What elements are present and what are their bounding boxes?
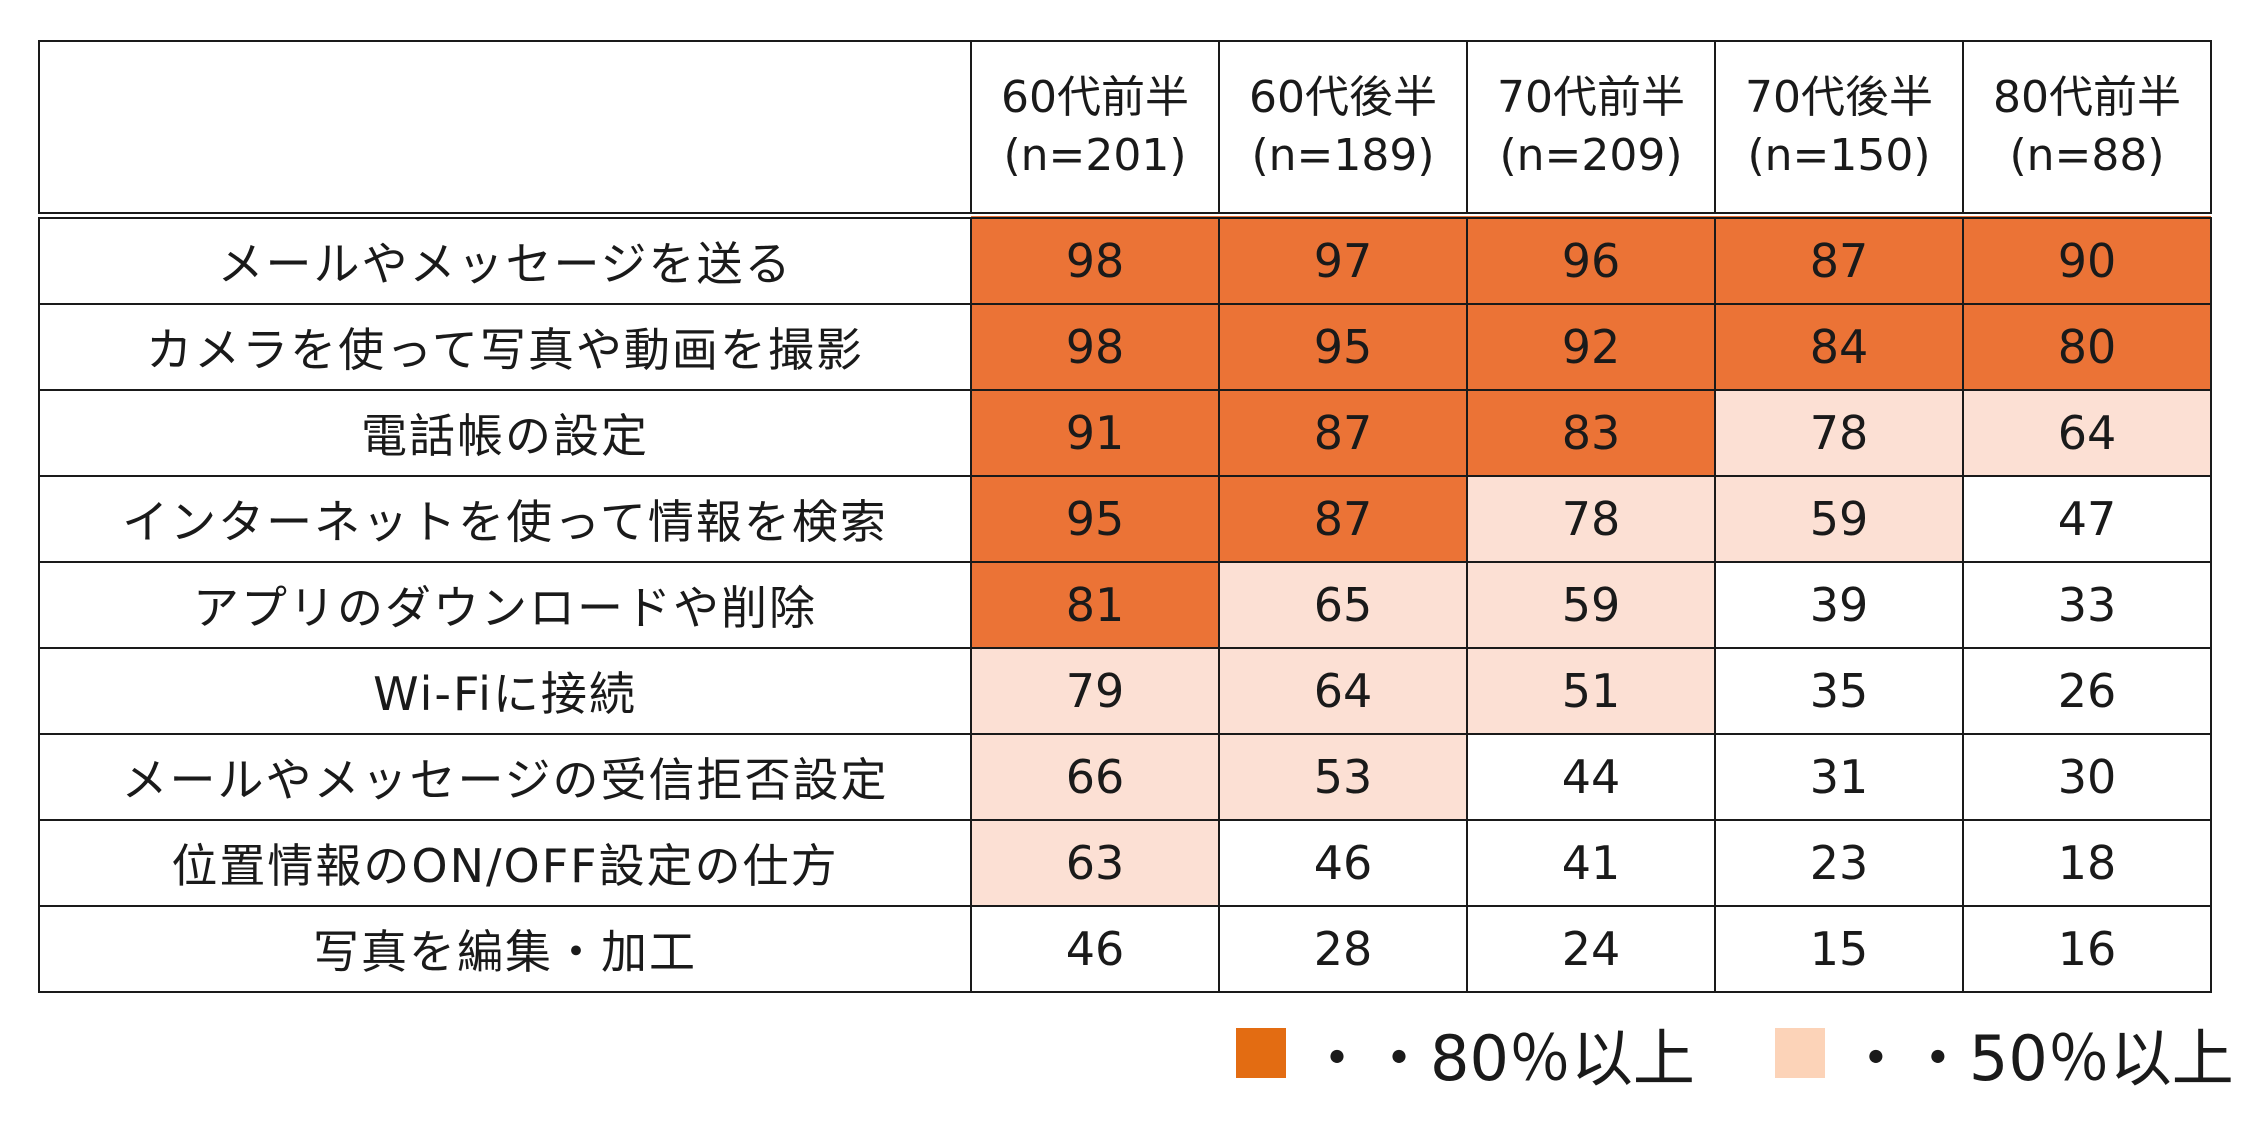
value-cell: 87 (1218, 389, 1468, 477)
value-cell: 80 (1962, 303, 2212, 391)
legend-label-high: ・・80％以上 (1306, 1022, 1695, 1095)
value-cell: 33 (1962, 561, 2212, 649)
table-row: 電話帳の設定 91 87 83 78 64 (38, 389, 2212, 477)
table-row: 位置情報のON/OFF設定の仕方 63 46 41 23 18 (38, 819, 2212, 907)
value-cell: 59 (1466, 561, 1716, 649)
table-row: メールやメッセージの受信拒否設定 66 53 44 31 30 (38, 733, 2212, 821)
heatmap-table: 60代前半 (n=201) 60代後半 (n=189) 70代前半 (n=209… (38, 40, 2212, 993)
value-cell: 87 (1218, 475, 1468, 563)
row-label: 電話帳の設定 (38, 389, 972, 477)
row-label: メールやメッセージの受信拒否設定 (38, 733, 972, 821)
legend: ・・80％以上 ・・50％以上 (1236, 1008, 2234, 1098)
column-header-4: 80代前半 (n=88) (1962, 40, 2212, 219)
legend-item-mid: ・・50％以上 (1774, 1008, 2234, 1098)
heatmap-table-container: 60代前半 (n=201) 60代後半 (n=189) 70代前半 (n=209… (38, 40, 2212, 993)
column-header-3: 70代後半 (n=150) (1714, 40, 1964, 219)
table-row: Wi-Fiに接続 79 64 51 35 26 (38, 647, 2212, 735)
value-cell: 95 (970, 475, 1220, 563)
value-cell: 44 (1466, 733, 1716, 821)
row-label: 写真を編集・加工 (38, 905, 972, 993)
legend-swatch-high (1236, 1028, 1286, 1078)
column-header-n: (n=209) (1499, 130, 1683, 181)
value-cell: 92 (1466, 303, 1716, 391)
table-row: メールやメッセージを送る 98 97 96 87 90 (38, 214, 2212, 305)
value-cell: 39 (1714, 561, 1964, 649)
column-header-1: 60代後半 (n=189) (1218, 40, 1468, 219)
value-cell: 24 (1466, 905, 1716, 993)
value-cell: 31 (1714, 733, 1964, 821)
value-cell: 91 (970, 389, 1220, 477)
column-header-label: 70代後半 (1745, 72, 1933, 123)
value-cell: 65 (1218, 561, 1468, 649)
value-cell: 84 (1714, 303, 1964, 391)
column-header-n: (n=150) (1747, 130, 1931, 181)
value-cell: 90 (1962, 214, 2212, 305)
column-header-2: 70代前半 (n=209) (1466, 40, 1716, 219)
legend-swatch-mid (1774, 1028, 1825, 1078)
value-cell: 18 (1962, 819, 2212, 907)
column-header-label: 60代前半 (1001, 72, 1189, 123)
table-row: アプリのダウンロードや削除 81 65 59 39 33 (38, 561, 2212, 649)
table-row: インターネットを使って情報を検索 95 87 78 59 47 (38, 475, 2212, 563)
value-cell: 41 (1466, 819, 1716, 907)
value-cell: 87 (1714, 214, 1964, 305)
value-cell: 79 (970, 647, 1220, 735)
value-cell: 64 (1962, 389, 2212, 477)
value-cell: 35 (1714, 647, 1964, 735)
row-label: インターネットを使って情報を検索 (38, 475, 972, 563)
value-cell: 83 (1466, 389, 1716, 477)
value-cell: 78 (1466, 475, 1716, 563)
value-cell: 81 (970, 561, 1220, 649)
value-cell: 98 (970, 214, 1220, 305)
column-header-n: (n=189) (1251, 130, 1435, 181)
table-row: 写真を編集・加工 46 28 24 15 16 (38, 905, 2212, 993)
legend-item-high: ・・80％以上 (1236, 1008, 1695, 1098)
column-header-label: 80代前半 (1993, 72, 2181, 123)
value-cell: 66 (970, 733, 1220, 821)
value-cell: 47 (1962, 475, 2212, 563)
column-header-0: 60代前半 (n=201) (970, 40, 1220, 219)
row-label: 位置情報のON/OFF設定の仕方 (38, 819, 972, 907)
value-cell: 46 (970, 905, 1220, 993)
table-row: カメラを使って写真や動画を撮影 98 95 92 84 80 (38, 303, 2212, 391)
legend-label-mid: ・・50％以上 (1844, 1022, 2234, 1095)
header-row: 60代前半 (n=201) 60代後半 (n=189) 70代前半 (n=209… (38, 40, 2212, 219)
heatmap-body: メールやメッセージを送る 98 97 96 87 90 カメラを使って写真や動画を撮影 98 9… (38, 214, 2212, 993)
value-cell: 30 (1962, 733, 2212, 821)
value-cell: 78 (1714, 389, 1964, 477)
row-label: Wi-Fiに接続 (38, 647, 972, 735)
value-cell: 59 (1714, 475, 1964, 563)
row-label: カメラを使って写真や動画を撮影 (38, 303, 972, 391)
value-cell: 63 (970, 819, 1220, 907)
value-cell: 51 (1466, 647, 1716, 735)
value-cell: 98 (970, 303, 1220, 391)
row-label: アプリのダウンロードや削除 (38, 561, 972, 649)
value-cell: 96 (1466, 214, 1716, 305)
value-cell: 64 (1218, 647, 1468, 735)
value-cell: 16 (1962, 905, 2212, 993)
value-cell: 15 (1714, 905, 1964, 993)
value-cell: 97 (1218, 214, 1468, 305)
column-header-label: 70代前半 (1497, 72, 1685, 123)
row-label: メールやメッセージを送る (38, 214, 972, 305)
value-cell: 28 (1218, 905, 1468, 993)
column-header-n: (n=88) (2009, 130, 2165, 181)
value-cell: 53 (1218, 733, 1468, 821)
column-header-n: (n=201) (1003, 130, 1187, 181)
value-cell: 46 (1218, 819, 1468, 907)
value-cell: 95 (1218, 303, 1468, 391)
column-header-label: 60代後半 (1249, 72, 1437, 123)
value-cell: 26 (1962, 647, 2212, 735)
value-cell: 23 (1714, 819, 1964, 907)
corner-cell (38, 40, 972, 219)
